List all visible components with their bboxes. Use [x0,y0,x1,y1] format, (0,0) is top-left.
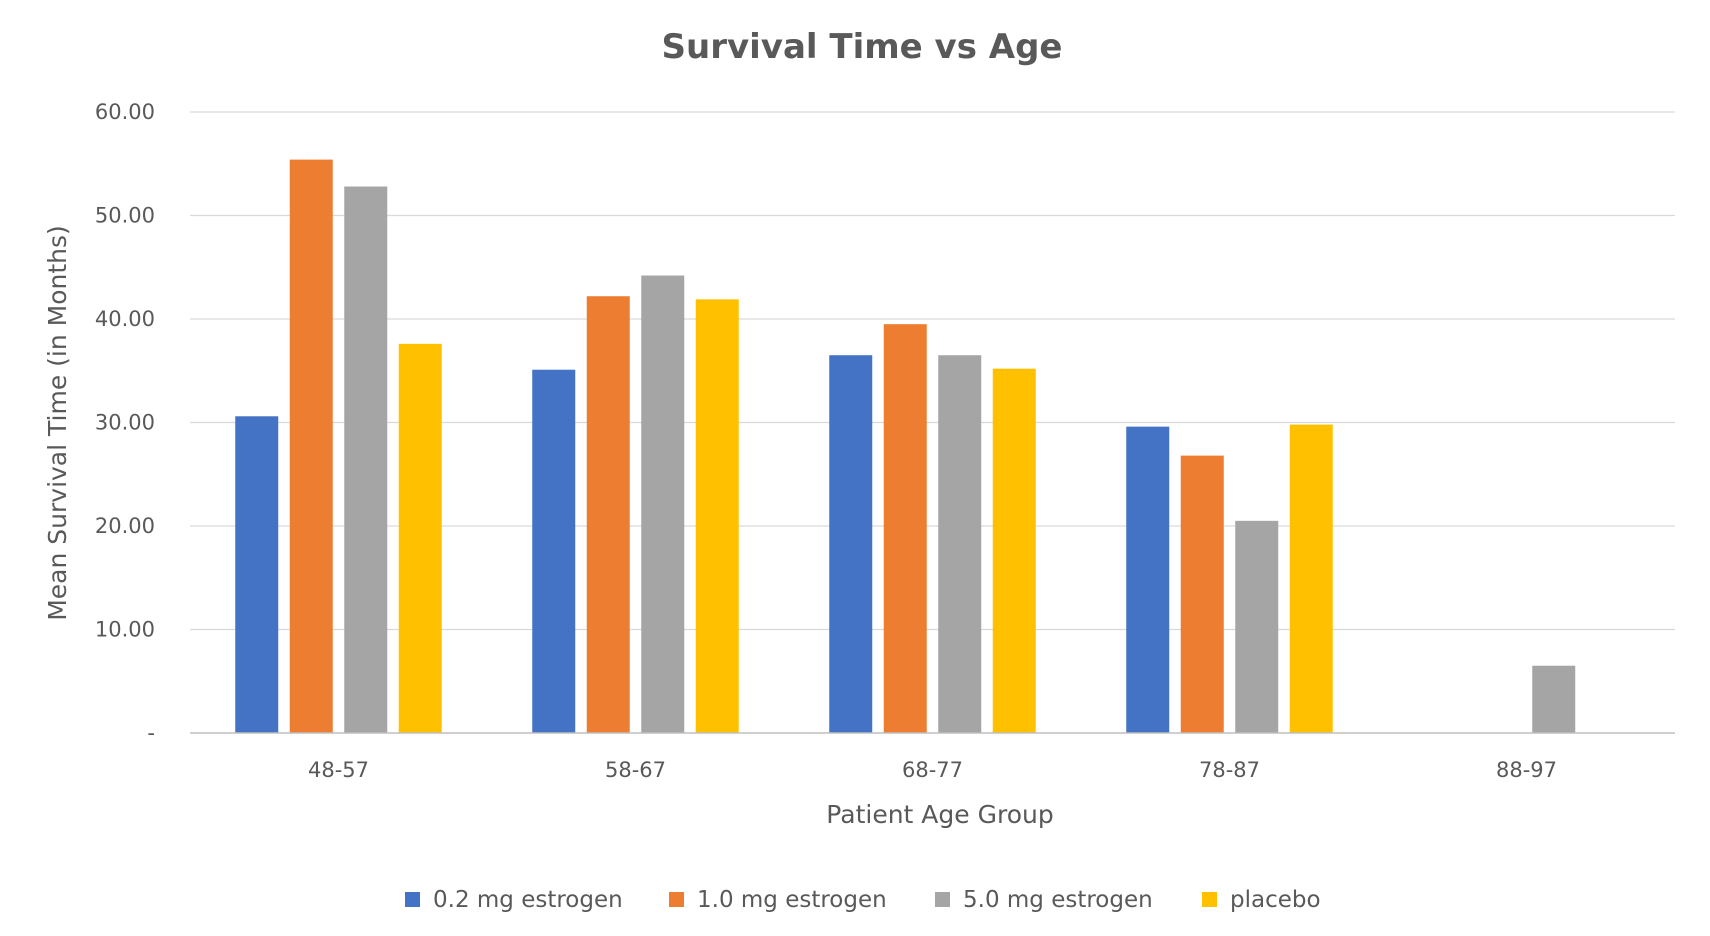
chart-title: Survival Time vs Age [662,27,1063,67]
y-tick-label: 40.00 [95,307,155,331]
y-tick-label: 60.00 [95,100,155,124]
x-axis-title: Patient Age Group [826,800,1053,829]
bar-78-87-series-4 [1289,424,1333,733]
bar-78-87-series-3 [1235,520,1279,733]
bar-58-67-series-2 [586,296,630,733]
x-axis-ticks: 48-57 58-67 68-77 78-87 88-97 [308,758,1557,782]
bar-68-77-series-1 [829,355,873,733]
legend-label: 5.0 mg estrogen [963,887,1153,913]
y-tick-label: - [147,721,155,745]
legend-swatch [935,892,950,907]
bar-68-77-series-4 [992,368,1036,733]
legend-label: 1.0 mg estrogen [697,887,887,913]
bar-78-87-series-2 [1180,455,1224,733]
bar-58-67-series-1 [532,369,576,733]
legend: 0.2 mg estrogen 1.0 mg estrogen 5.0 mg est… [405,887,1321,913]
x-tick-label: 58-67 [605,758,666,782]
bar-68-77-series-2 [883,324,927,733]
y-tick-label: 20.00 [95,514,155,538]
y-axis-ticks: - 10.00 20.00 30.00 40.00 50.00 60.00 [95,100,155,745]
x-tick-label: 68-77 [902,758,963,782]
x-tick-label: 88-97 [1496,758,1557,782]
y-tick-label: 30.00 [95,411,155,435]
x-tick-label: 48-57 [308,758,369,782]
bar-48-57-series-1 [235,416,279,733]
legend-swatch [669,892,684,907]
bar-88-97-series-3 [1532,665,1576,733]
legend-label: 0.2 mg estrogen [433,887,623,913]
bars [235,159,1576,734]
legend-label: placebo [1230,887,1321,913]
x-tick-label: 78-87 [1199,758,1260,782]
y-tick-label: 50.00 [95,204,155,228]
legend-swatch [405,892,420,907]
bar-48-57-series-2 [289,159,333,734]
bar-58-67-series-3 [641,275,685,733]
bar-68-77-series-3 [938,355,982,733]
bar-48-57-series-3 [344,186,388,733]
y-axis-title: Mean Survival Time (in Months) [43,225,72,621]
y-tick-label: 10.00 [95,618,155,642]
legend-swatch [1202,892,1217,907]
bar-78-87-series-1 [1126,426,1170,733]
bar-58-67-series-4 [695,299,739,733]
bar-48-57-series-4 [398,343,442,733]
